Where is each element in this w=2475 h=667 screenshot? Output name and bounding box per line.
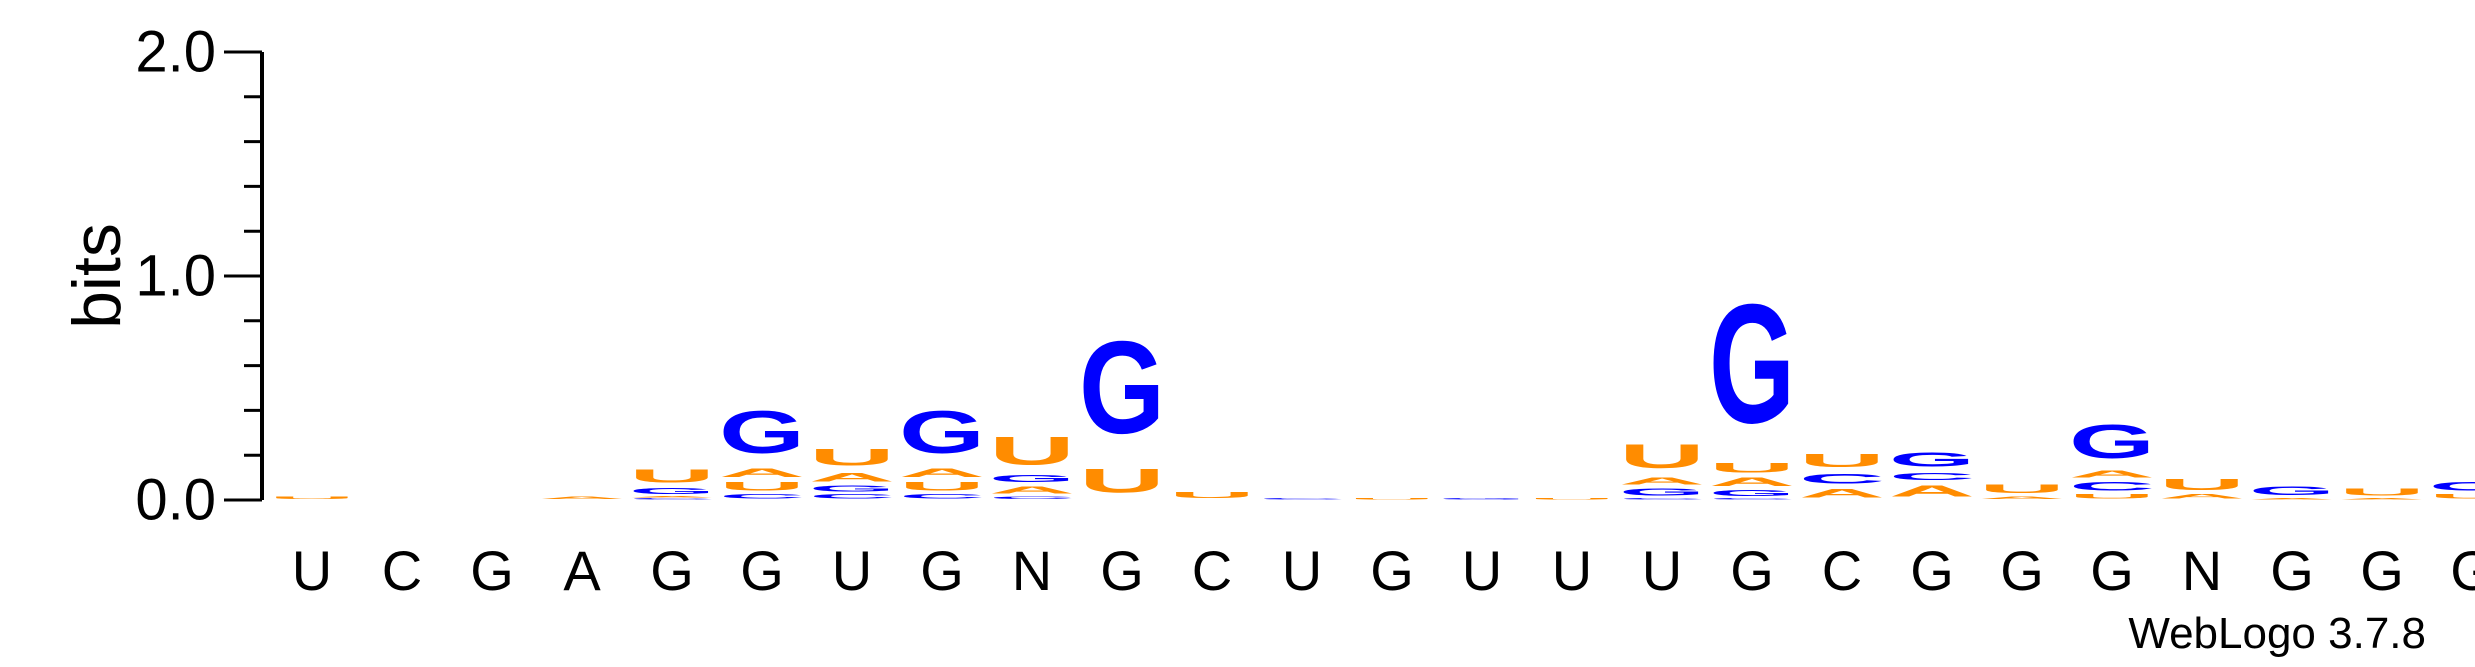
logo-letter-u: U bbox=[1709, 460, 1795, 476]
logo-letter-u: U bbox=[1079, 462, 1165, 500]
logo-letter-g: G bbox=[719, 399, 805, 466]
x-tick-label: G bbox=[2360, 539, 2404, 602]
logo-letter-a: A bbox=[1979, 496, 2065, 500]
y-tick-label: 1.0 bbox=[135, 244, 216, 309]
logo-letter-g: G bbox=[1439, 498, 1525, 500]
logo-letter-u: U bbox=[1169, 491, 1255, 500]
x-tick-label: G bbox=[740, 539, 784, 602]
logo-letter-g: G bbox=[2249, 484, 2335, 497]
logo-letter-u: U bbox=[1619, 437, 1705, 475]
logo-letter-u: U bbox=[719, 480, 805, 493]
x-tick-label: U bbox=[832, 539, 872, 602]
logo-letter-g: G bbox=[1079, 314, 1165, 461]
logo-letter-u: U bbox=[2429, 493, 2475, 500]
logo-letter-a: A bbox=[1619, 475, 1705, 486]
logo-letter-u: U bbox=[1529, 498, 1615, 500]
logo-letter-u: U bbox=[1799, 451, 1885, 471]
logo-letter-u: U bbox=[2339, 487, 2425, 498]
logo-letter-u: U bbox=[1349, 498, 1435, 500]
logo-letter-c: C bbox=[1259, 498, 1345, 500]
x-tick-label: G bbox=[2090, 539, 2134, 602]
x-tick-label: A bbox=[563, 539, 601, 602]
logo-letter-u: U bbox=[989, 428, 1075, 473]
x-tick-label: C bbox=[382, 539, 422, 602]
logo-letter-a: A bbox=[629, 496, 715, 498]
x-tick-label: N bbox=[1012, 539, 1052, 602]
y-tick-label: 0.0 bbox=[135, 468, 216, 533]
logo-letter-a: A bbox=[539, 496, 625, 500]
logo-letter-a: A bbox=[1799, 486, 1885, 499]
logo-letter-a: A bbox=[2159, 493, 2245, 500]
logo-letter-g: G bbox=[2069, 415, 2155, 469]
x-tick-label: G bbox=[2270, 539, 2314, 602]
x-tick-label: G bbox=[2450, 539, 2475, 602]
y-tick-label: 2.0 bbox=[135, 20, 216, 85]
logo-letter-c: C bbox=[1619, 498, 1705, 500]
x-tick-label: G bbox=[650, 539, 694, 602]
logo-letter-u: U bbox=[1979, 482, 2065, 495]
y-axis: 0.0 1.0 2.0 bbox=[135, 20, 264, 533]
logo-letter-a: A bbox=[2249, 498, 2335, 500]
logo-letter-a: A bbox=[2339, 498, 2425, 500]
logo-letter-g: G bbox=[899, 399, 985, 466]
x-tick-label: G bbox=[470, 539, 514, 602]
x-tick-label: U bbox=[1552, 539, 1592, 602]
x-tick-label: G bbox=[1910, 539, 1954, 602]
logo-letter-g: G bbox=[1709, 269, 1795, 459]
logo-letter-g: G bbox=[1709, 489, 1795, 498]
logo-letter-c: C bbox=[1889, 471, 1975, 482]
x-tick-label: G bbox=[920, 539, 964, 602]
x-tick-label: N bbox=[2182, 539, 2222, 602]
x-tick-label: U bbox=[1282, 539, 1322, 602]
logo-letter-a: A bbox=[1889, 482, 1975, 500]
logo-letter-g: G bbox=[629, 487, 715, 496]
logo-letter-c: C bbox=[989, 496, 1075, 500]
x-tick-label: C bbox=[1822, 539, 1862, 602]
logo-letter-g: G bbox=[809, 484, 895, 493]
logo-letter-a: A bbox=[1709, 475, 1795, 488]
logo-letter-u: U bbox=[809, 444, 895, 471]
weblogo-credit: WebLogo 3.7.8 bbox=[2128, 609, 2426, 658]
logo-letter-c: C bbox=[809, 493, 895, 500]
logo-letter-u: U bbox=[2069, 493, 2155, 500]
logo-letter-a: A bbox=[719, 466, 805, 479]
logo-letter-g: G bbox=[2429, 480, 2475, 493]
x-tick-label: G bbox=[1100, 539, 1144, 602]
x-tick-label: G bbox=[1730, 539, 1774, 602]
logo-letter-a: A bbox=[809, 471, 895, 484]
logo-letter-c: C bbox=[629, 498, 715, 500]
logo-letter-g: G bbox=[989, 473, 1075, 484]
logo-letter-u: U bbox=[629, 467, 715, 487]
logo-letter-c: C bbox=[1799, 471, 1885, 487]
logo-letter-u: U bbox=[269, 496, 355, 500]
logo-letter-c: C bbox=[1709, 498, 1795, 500]
logo-letter-c: C bbox=[899, 493, 985, 500]
logo-letter-u: U bbox=[899, 480, 985, 493]
x-tick-label: U bbox=[1462, 539, 1502, 602]
x-tick-label: G bbox=[1370, 539, 1414, 602]
logo-letter-a: A bbox=[2069, 469, 2155, 480]
x-tick-label: C bbox=[1192, 539, 1232, 602]
logo-letter-g: G bbox=[1619, 487, 1705, 498]
logo-letter-c: C bbox=[719, 493, 805, 500]
x-tick-label: U bbox=[1642, 539, 1682, 602]
y-axis-label: bits bbox=[59, 223, 135, 329]
logo-letter-a: A bbox=[899, 466, 985, 479]
logo-letter-g: G bbox=[1889, 448, 1975, 470]
logo-letter-a: A bbox=[989, 484, 1075, 495]
x-tick-label: G bbox=[2000, 539, 2044, 602]
logo-letter-c: C bbox=[2069, 480, 2155, 493]
x-tick-label: U bbox=[292, 539, 332, 602]
logo-letter-u: U bbox=[2159, 475, 2245, 493]
